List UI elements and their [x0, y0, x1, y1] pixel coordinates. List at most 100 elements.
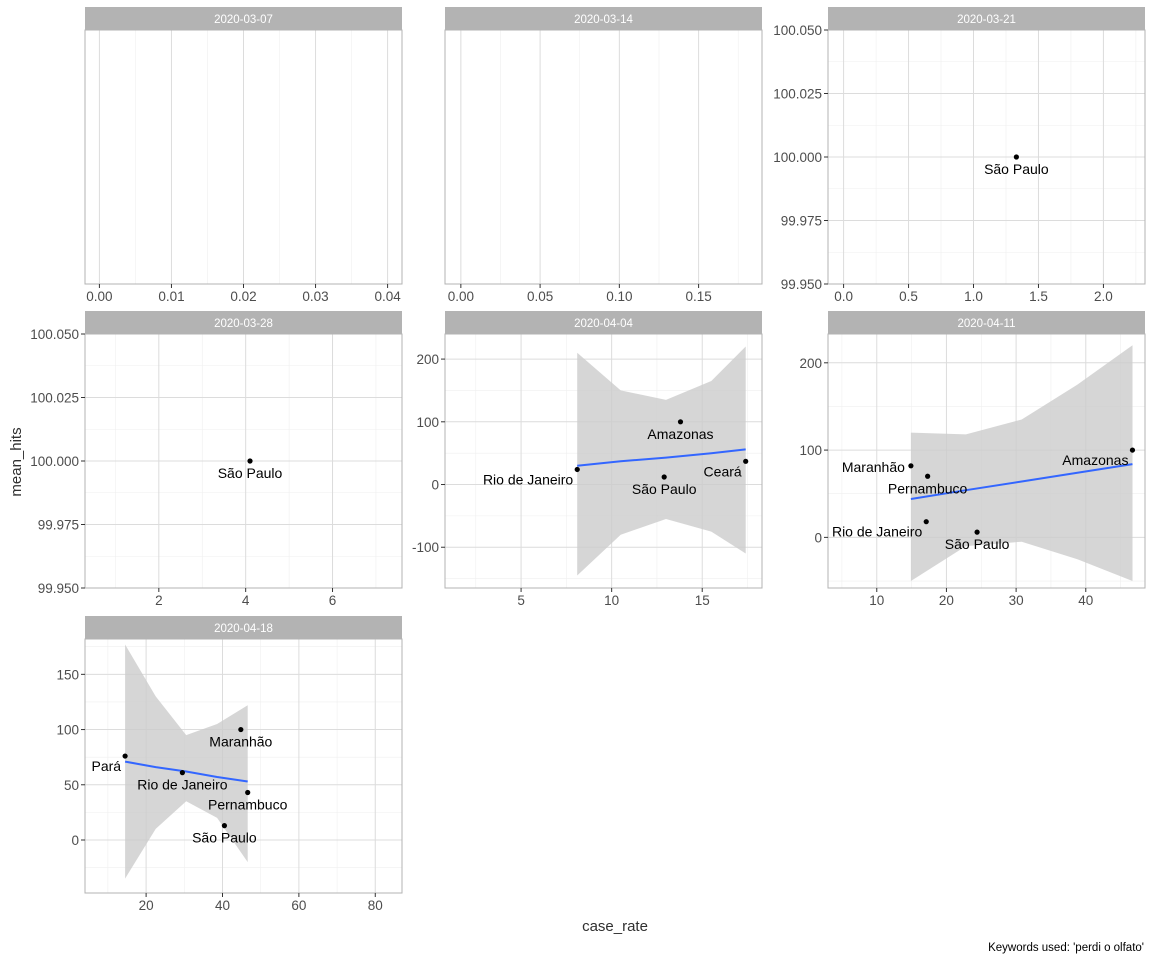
point-label: Pernambuco	[208, 797, 288, 813]
x-tick-label: 0.05	[527, 289, 553, 304]
facet-panels: 2020-03-070.00 0.01 0.02 0.03 0.042020-03-14…	[30, 7, 1146, 913]
facet-strip-label: 2020-03-07	[214, 14, 273, 26]
confidence-ribbon	[910, 345, 1133, 581]
y-tick-label: 0	[431, 478, 439, 493]
point-label: São Paulo	[192, 830, 257, 846]
y-tick-label: 200	[799, 356, 822, 371]
x-tick-label: 0.15	[685, 289, 711, 304]
data-point	[574, 466, 580, 473]
y-tick-label: 100.025	[30, 391, 79, 406]
y-tick-label: 0	[814, 530, 822, 545]
x-tick-label: 1.5	[1029, 289, 1048, 304]
x-tick-label: 4	[242, 593, 250, 608]
panel-border	[827, 333, 1146, 589]
y-tick-label: -100	[412, 540, 439, 555]
facet-strip	[85, 311, 402, 334]
x-tick-label: 2.0	[1094, 289, 1113, 304]
y-tick-label: 0	[71, 833, 79, 848]
facet-strip	[85, 616, 402, 639]
facet-strip-label: 2020-03-28	[214, 318, 273, 330]
point-label: Maranhão	[842, 459, 905, 475]
y-tick-label: 99.950	[781, 277, 822, 292]
data-point	[908, 463, 914, 469]
confidence-ribbon	[577, 346, 746, 576]
facet-panel: 2020-04-18 Pará Rio de Janeiro Maranhão Pern…	[56, 616, 403, 913]
y-axis-title: mean_hits	[8, 427, 25, 496]
x-tick-label: 0.02	[230, 289, 256, 304]
x-tick-label: 60	[291, 898, 306, 913]
y-tick-label: 99.975	[781, 214, 822, 229]
x-tick-label: 2	[155, 593, 163, 608]
x-tick-label: 20	[139, 898, 154, 913]
smooth-line	[910, 463, 1133, 500]
panel-border	[444, 29, 763, 285]
data-point	[1129, 447, 1136, 453]
y-tick-label: 150	[56, 667, 79, 682]
x-tick-label: 40	[1078, 593, 1093, 608]
y-tick-label: 100	[416, 415, 439, 430]
y-tick-label: 100.000	[773, 150, 822, 165]
facet-panel: 2020-03-14 0.00 0.05 0.10 0.15	[444, 7, 763, 304]
point-label: São Paulo	[984, 161, 1049, 177]
panel-background	[445, 30, 762, 284]
point-label: São Paulo	[632, 481, 697, 497]
data-point	[974, 529, 980, 535]
y-tick-label: 100.050	[773, 23, 822, 38]
y-tick-label: 99.950	[38, 581, 79, 596]
facet-strip	[445, 311, 762, 334]
point-label: Rio de Janeiro	[137, 777, 227, 793]
y-tick-label: 50	[64, 778, 79, 793]
x-tick-label: 40	[215, 898, 230, 913]
x-tick-label: 0.04	[374, 289, 401, 304]
x-tick-label: 15	[695, 593, 710, 608]
facet-strip-label: 2020-03-21	[957, 14, 1016, 26]
x-tick-label: 10	[604, 593, 619, 608]
data-point	[221, 823, 228, 829]
x-tick-label: 20	[939, 593, 954, 608]
facet-strip-label: 2020-04-11	[958, 318, 1016, 330]
facet-panel: 2020-04-11 Maranhão Pernambuco Rio de Janei…	[799, 311, 1146, 608]
facet-panel: 2020-03-21 São Paulo 0.0 0.5 1.0 1.5 2.0 99.950…	[773, 7, 1146, 304]
facet-strip-label: 2020-04-18	[214, 623, 273, 635]
x-tick-label: 0.00	[86, 289, 112, 304]
data-point	[238, 726, 244, 733]
x-tick-label: 0.01	[158, 289, 184, 304]
facet-panel: 2020-04-04 Rio de Janeiro Amazonas São Paul…	[412, 311, 763, 608]
x-tick-label: 0.10	[606, 289, 632, 304]
y-tick-label: 99.975	[38, 518, 79, 533]
smooth-line	[124, 760, 248, 783]
point-label: Pará	[92, 758, 122, 774]
point-label: São Paulo	[218, 465, 283, 481]
facet-panel: 2020-03-07 0.00 0.01 0.02 0.03 0.04	[84, 7, 403, 304]
facet-strip	[85, 7, 402, 30]
point-label: Amazonas	[1062, 452, 1128, 468]
facet-strip	[828, 7, 1145, 30]
facet-strip-label: 2020-03-14	[574, 14, 633, 26]
data-point	[122, 753, 128, 759]
x-tick-label: 0.0	[834, 289, 853, 304]
smooth-line	[577, 448, 746, 467]
x-tick-label: 5	[517, 593, 525, 608]
x-tick-label: 10	[869, 593, 884, 608]
point-label: Rio de Janeiro	[483, 471, 573, 487]
facet-strip-label: 2020-04-04	[574, 318, 633, 330]
data-point	[179, 770, 185, 776]
data-point	[247, 458, 253, 464]
point-label: Amazonas	[647, 426, 713, 442]
x-tick-label: 30	[1009, 593, 1024, 608]
data-point	[743, 458, 749, 464]
x-tick-label: 80	[368, 898, 383, 913]
y-tick-label: 100.025	[773, 87, 822, 102]
x-tick-label: 6	[329, 593, 337, 608]
y-tick-label: 200	[416, 352, 439, 367]
facet-strip	[445, 7, 762, 30]
confidence-ribbon	[125, 644, 248, 879]
data-point	[923, 519, 929, 525]
x-tick-label: 0.00	[448, 289, 474, 304]
point-label: Pernambuco	[888, 480, 968, 496]
point-label: Maranhão	[209, 734, 272, 750]
x-axis-title: case_rate	[582, 918, 648, 935]
y-tick-label: 100	[56, 723, 79, 738]
y-tick-label: 100	[799, 443, 822, 458]
